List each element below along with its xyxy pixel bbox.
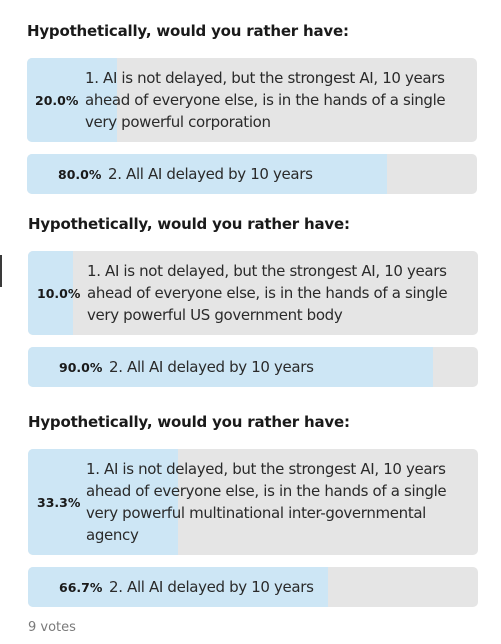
option-label-line: 2. All AI delayed by 10 years [109, 358, 314, 376]
option-label: 2. All AI delayed by 10 years [109, 356, 314, 378]
option-label-line: 2. All AI delayed by 10 years [108, 165, 313, 183]
option-percent: 66.7% [59, 579, 103, 595]
option-percent: 10.0% [37, 285, 81, 301]
option-label: 2. All AI delayed by 10 years [109, 576, 314, 598]
option-percent: 80.0% [58, 166, 102, 182]
poll-title: Hypothetically, would you rather have: [27, 22, 349, 40]
vote-count: 9 votes [28, 620, 76, 635]
option-fill-bar [28, 449, 178, 555]
option-label-line: 1. AI is not delayed, but the strongest … [86, 460, 446, 478]
poll-title: Hypothetically, would you rather have: [28, 215, 350, 233]
option-label-line: ahead of everyone else, is in the hands … [87, 284, 448, 302]
option-label-line: very powerful multinational inter-govern… [86, 504, 427, 522]
option-fill-bar [28, 251, 73, 335]
option-label-line: 1. AI is not delayed, but the strongest … [85, 69, 445, 87]
poll-option-1[interactable]: 33.3% 1. AI is not delayed, but the stro… [28, 449, 478, 555]
option-label: 1. AI is not delayed, but the strongest … [87, 260, 448, 326]
option-label-line: very powerful corporation [85, 113, 271, 131]
option-label-line: 2. All AI delayed by 10 years [109, 578, 314, 596]
option-label-line: very powerful US government body [87, 306, 343, 324]
option-fill-bar [28, 567, 329, 607]
option-label-line: ahead of everyone else, is in the hands … [85, 91, 446, 109]
option-fill-bar [27, 58, 117, 142]
option-label-line: agency [86, 526, 139, 544]
poll-option-1[interactable]: 10.0% 1. AI is not delayed, but the stro… [28, 251, 478, 335]
option-label-line: 1. AI is not delayed, but the strongest … [87, 262, 447, 280]
poll-option-2[interactable]: 90.0% 2. All AI delayed by 10 years [28, 347, 478, 387]
poll-option-2[interactable]: 80.0% 2. All AI delayed by 10 years [27, 154, 477, 194]
option-label-line: ahead of everyone else, is in the hands … [86, 482, 447, 500]
option-label: 1. AI is not delayed, but the strongest … [85, 67, 446, 133]
option-label: 2. All AI delayed by 10 years [108, 163, 313, 185]
option-percent: 20.0% [35, 92, 79, 108]
poll-title: Hypothetically, would you rather have: [28, 413, 350, 431]
poll-option-2[interactable]: 66.7% 2. All AI delayed by 10 years [28, 567, 478, 607]
option-percent: 90.0% [59, 359, 103, 375]
option-fill-bar [27, 154, 387, 194]
edge-marker [0, 255, 2, 287]
poll-option-1[interactable]: 20.0% 1. AI is not delayed, but the stro… [27, 58, 477, 142]
option-percent: 33.3% [37, 494, 81, 510]
option-label: 1. AI is not delayed, but the strongest … [86, 458, 447, 546]
option-fill-bar [28, 347, 433, 387]
